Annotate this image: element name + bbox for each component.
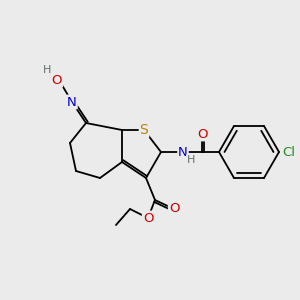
Text: Cl: Cl — [283, 146, 296, 158]
Text: O: O — [169, 202, 179, 215]
Text: N: N — [178, 146, 188, 158]
Text: H: H — [43, 65, 51, 75]
Text: O: O — [52, 74, 62, 86]
Text: O: O — [143, 212, 153, 224]
Text: S: S — [140, 123, 148, 137]
Text: H: H — [187, 155, 195, 165]
Text: O: O — [197, 128, 207, 140]
Text: N: N — [67, 95, 77, 109]
